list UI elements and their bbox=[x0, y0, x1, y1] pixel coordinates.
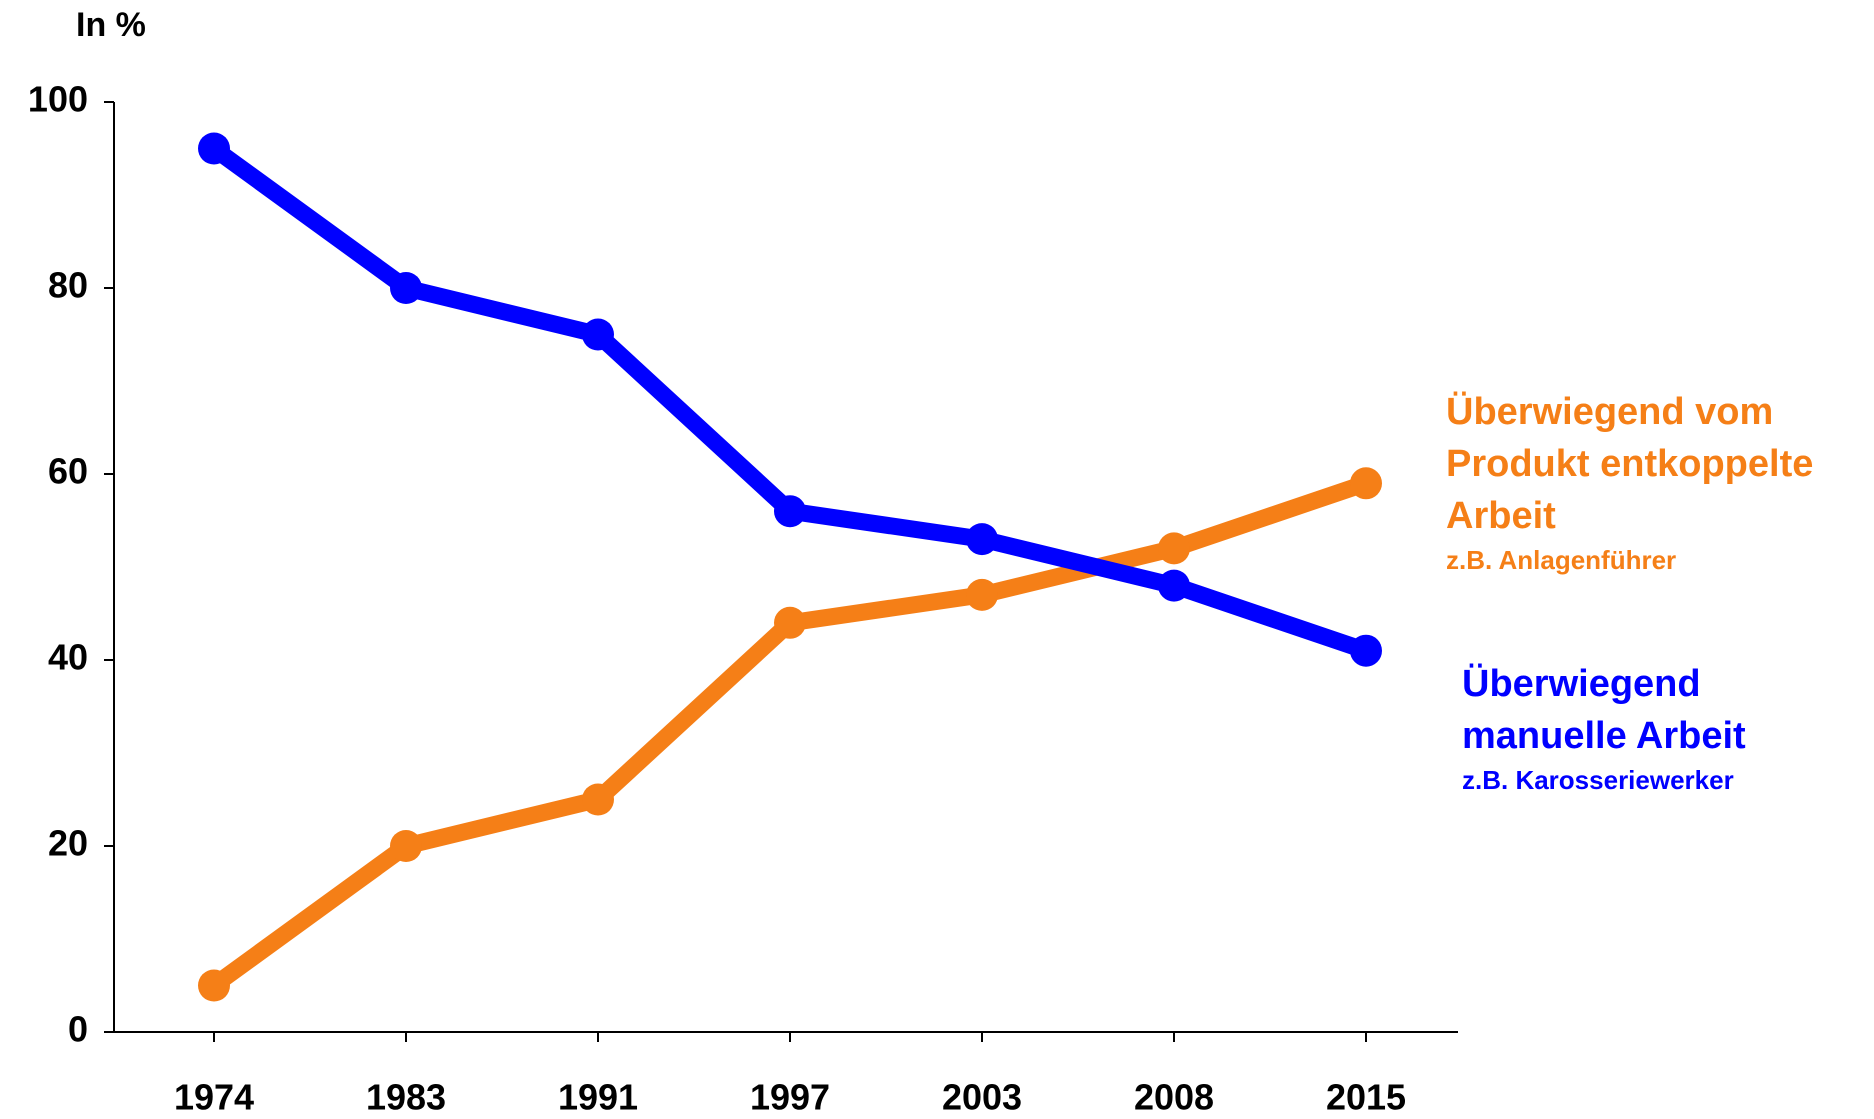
series-example: z.B. Karosseriewerker bbox=[1462, 765, 1734, 795]
data-point bbox=[198, 132, 230, 165]
x-tick-label: 1974 bbox=[174, 1077, 254, 1118]
data-point bbox=[966, 578, 998, 611]
x-tick-label: 1983 bbox=[366, 1077, 446, 1118]
series-label: Arbeit bbox=[1446, 495, 1556, 537]
y-tick-label: 20 bbox=[48, 823, 88, 864]
y-axis-label: In % bbox=[76, 6, 146, 44]
data-point bbox=[1350, 634, 1382, 667]
y-tick-label: 0 bbox=[68, 1009, 88, 1050]
data-point bbox=[198, 969, 230, 1002]
series-label: manuelle Arbeit bbox=[1462, 715, 1746, 757]
series-label: Überwiegend vom bbox=[1446, 390, 1773, 433]
series-example: z.B. Anlagenführer bbox=[1446, 545, 1676, 575]
x-tick-label: 1997 bbox=[750, 1077, 830, 1118]
data-point bbox=[582, 318, 614, 351]
data-point bbox=[966, 523, 998, 556]
y-tick-label: 60 bbox=[48, 451, 88, 492]
data-point bbox=[774, 495, 806, 528]
y-tick-label: 80 bbox=[48, 265, 88, 306]
data-point bbox=[1350, 467, 1382, 500]
x-tick-label: 1991 bbox=[558, 1077, 638, 1118]
data-point bbox=[1158, 532, 1190, 565]
data-point bbox=[1158, 569, 1190, 602]
data-point bbox=[390, 830, 422, 862]
series-line bbox=[209, 141, 1369, 659]
y-tick-label: 40 bbox=[48, 637, 88, 678]
x-tick-label: 2008 bbox=[1134, 1077, 1214, 1118]
data-point bbox=[390, 272, 422, 304]
x-tick-label: 2015 bbox=[1326, 1077, 1406, 1118]
data-point bbox=[774, 606, 806, 639]
series-label: Überwiegend bbox=[1462, 662, 1701, 705]
series-line bbox=[209, 475, 1369, 993]
data-point bbox=[582, 783, 614, 816]
series-label: Produkt entkoppelte bbox=[1446, 443, 1813, 485]
y-tick-label: 100 bbox=[28, 79, 88, 120]
x-tick-label: 2003 bbox=[942, 1077, 1022, 1118]
